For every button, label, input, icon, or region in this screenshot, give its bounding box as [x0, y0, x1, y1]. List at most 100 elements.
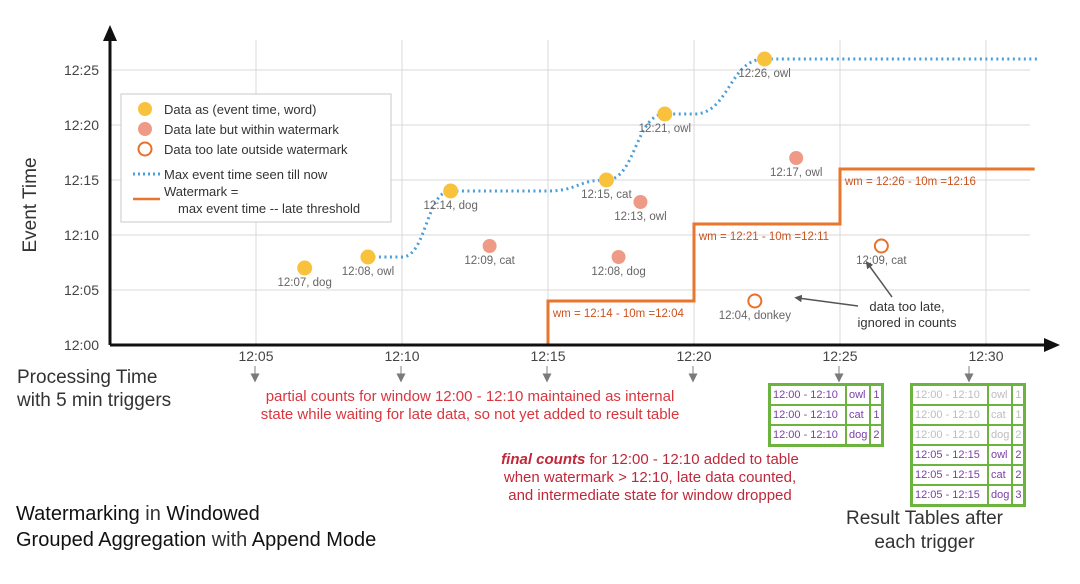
- point-label: 12:13, owl: [614, 211, 666, 223]
- cell-word: owl: [986, 383, 1014, 406]
- final-note-line-3: and intermediate state for window droppe…: [508, 487, 792, 504]
- y-tick-label: 12:20: [64, 117, 99, 133]
- point-late-within: [789, 151, 804, 165]
- max-event-time-line: [367, 57, 1038, 259]
- title-append-mode: Append Mode: [251, 529, 377, 551]
- point-label: 12:04, donkey: [719, 310, 792, 322]
- x-tick-label: 12:25: [822, 348, 857, 364]
- point-label: 12:14, dog: [423, 200, 477, 212]
- watermark-labels: wm = 12:14 - 10m =12:04 wm = 12:21 - 10m …: [552, 176, 976, 320]
- series-lines: [367, 57, 1038, 345]
- cell-window: 12:00 - 12:10: [910, 383, 989, 406]
- processing-time-line-2: with 5 min triggers: [17, 390, 172, 411]
- legend-watermark-2: max event time -- late threshold: [178, 201, 360, 216]
- axes: [103, 25, 1060, 352]
- table-row: 12:00 - 12:10 owl 1: [768, 383, 884, 406]
- result-table-trigger-1230: 12:00 - 12:10 owl 1 12:00 - 12:10 cat 1 12:00 …: [910, 383, 1027, 507]
- cell-window: 12:05 - 12:15: [910, 444, 989, 466]
- diagram-title: Watermarking in Windowed Grouped Aggrega…: [16, 501, 376, 553]
- point-on-time: [443, 183, 459, 199]
- cell-count: 2: [1011, 444, 1026, 466]
- processing-time-line-1: Processing Time: [17, 367, 158, 388]
- cell-word: owl: [844, 383, 872, 406]
- cell-window: 12:00 - 12:10: [910, 424, 989, 446]
- result-table-trigger-1225: 12:00 - 12:10 owl 1 12:00 - 12:10 cat 1 12:00 …: [768, 383, 885, 447]
- cell-word: cat: [844, 404, 872, 426]
- cell-count: 2: [1011, 424, 1026, 446]
- point-label: 12:26, owl: [738, 68, 790, 80]
- cell-word: cat: [986, 404, 1014, 426]
- legend-too-late: Data too late outside watermark: [164, 142, 348, 157]
- point-label: 12:15, cat: [581, 189, 632, 201]
- y-axis-label: Event Time: [20, 157, 41, 252]
- point-label: 12:07, dog: [277, 277, 331, 289]
- title-grouped-aggregation: Grouped Aggregation: [16, 529, 207, 551]
- point-label: 12:21, owl: [639, 123, 691, 135]
- cell-word: dog: [844, 424, 872, 447]
- table-row: 12:00 - 12:10 cat 1: [910, 404, 1026, 426]
- cell-word: dog: [986, 484, 1014, 507]
- title-line-2: Grouped Aggregation with Append Mode: [16, 527, 376, 553]
- x-tick-label: 12:30: [968, 348, 1003, 364]
- watermark-line: [546, 167, 1035, 345]
- too-late-text-2: ignored in counts: [857, 315, 957, 330]
- watermark-label: wm = 12:26 - 10m =12:16: [844, 176, 976, 188]
- point-label: 12:09, cat: [856, 255, 907, 267]
- cell-window: 12:00 - 12:10: [768, 404, 847, 426]
- legend-swatch-on-time: [138, 102, 152, 116]
- cell-window: 12:00 - 12:10: [768, 424, 847, 447]
- cell-window: 12:00 - 12:10: [910, 404, 989, 426]
- point-late-within: [611, 250, 626, 264]
- point-on-time: [598, 172, 614, 188]
- table-row: 12:05 - 12:15 owl 2: [910, 444, 1026, 466]
- legend: Data as (event time, word) Data late but…: [120, 93, 392, 223]
- result-caption-line-2: each trigger: [874, 532, 975, 553]
- legend-swatch-too-late: [137, 141, 153, 157]
- x-tick-label: 12:05: [238, 348, 273, 364]
- legend-max-event: Max event time seen till now: [164, 167, 328, 182]
- cell-count: 1: [869, 404, 884, 426]
- too-late-arrow-2: [865, 260, 893, 298]
- point-label: 12:09, cat: [464, 255, 515, 267]
- result-caption-line-1: Result Tables after: [845, 508, 1003, 529]
- final-counts-emphasis: final counts: [501, 451, 586, 468]
- final-note-line-1-rest: for 12:00 - 12:10 added to table: [585, 451, 799, 468]
- point-too-late: [873, 238, 889, 254]
- data-points: 12:07, dog 12:08, owl 12:14, dog 12:09, cat…: [277, 51, 907, 322]
- y-axis-arrowhead: [103, 25, 117, 41]
- point-on-time: [297, 260, 313, 276]
- trigger-arrows: [250, 366, 974, 383]
- point-on-time: [360, 249, 376, 265]
- y-tick-label: 12:00: [64, 337, 99, 353]
- table-row: 12:05 - 12:15 dog 3: [910, 484, 1026, 507]
- point-late-within: [482, 239, 497, 253]
- cell-count: 2: [869, 424, 884, 447]
- cell-word: cat: [986, 464, 1014, 486]
- y-tick-label: 12:05: [64, 282, 99, 298]
- point-label: 12:08, owl: [342, 266, 394, 278]
- cell-window: 12:00 - 12:10: [768, 383, 847, 406]
- final-note-line-1: final counts for 12:00 - 12:10 added to …: [440, 451, 860, 469]
- point-on-time: [657, 106, 673, 122]
- partial-counts-note: partial counts for window 12:00 - 12:10 …: [200, 388, 740, 424]
- legend-late-within: Data late but within watermark: [164, 122, 339, 137]
- point-late-within: [633, 195, 648, 209]
- watermark-label: wm = 12:21 - 10m =12:11: [698, 231, 829, 243]
- too-late-annotation: data too late, ignored in counts: [794, 260, 957, 330]
- result-tables-caption: Result Tables after each trigger: [812, 507, 1037, 555]
- cell-word: dog: [986, 424, 1014, 446]
- too-late-arrow-1: [794, 294, 859, 307]
- partial-note-line-1: partial counts for window 12:00 - 12:10 …: [265, 388, 675, 405]
- title-watermarking: Watermarking: [16, 503, 140, 525]
- point-too-late: [747, 293, 763, 309]
- final-note-line-2: when watermark > 12:10, late data counte…: [503, 469, 797, 486]
- title-with: with: [206, 529, 252, 551]
- point-label: 12:17, owl: [770, 167, 822, 179]
- cell-count: 1: [1011, 383, 1026, 406]
- table-row: 12:00 - 12:10 dog 2: [910, 424, 1026, 446]
- table-row: 12:05 - 12:15 cat 2: [910, 464, 1026, 486]
- title-line-1: Watermarking in Windowed: [16, 501, 376, 527]
- partial-note-line-2: state while waiting for late data, so no…: [260, 406, 680, 423]
- tick-labels: 12:05 12:10 12:15 12:20 12:25 12:30 12:00 12:05…: [64, 62, 1004, 364]
- cell-count: 2: [1011, 464, 1026, 486]
